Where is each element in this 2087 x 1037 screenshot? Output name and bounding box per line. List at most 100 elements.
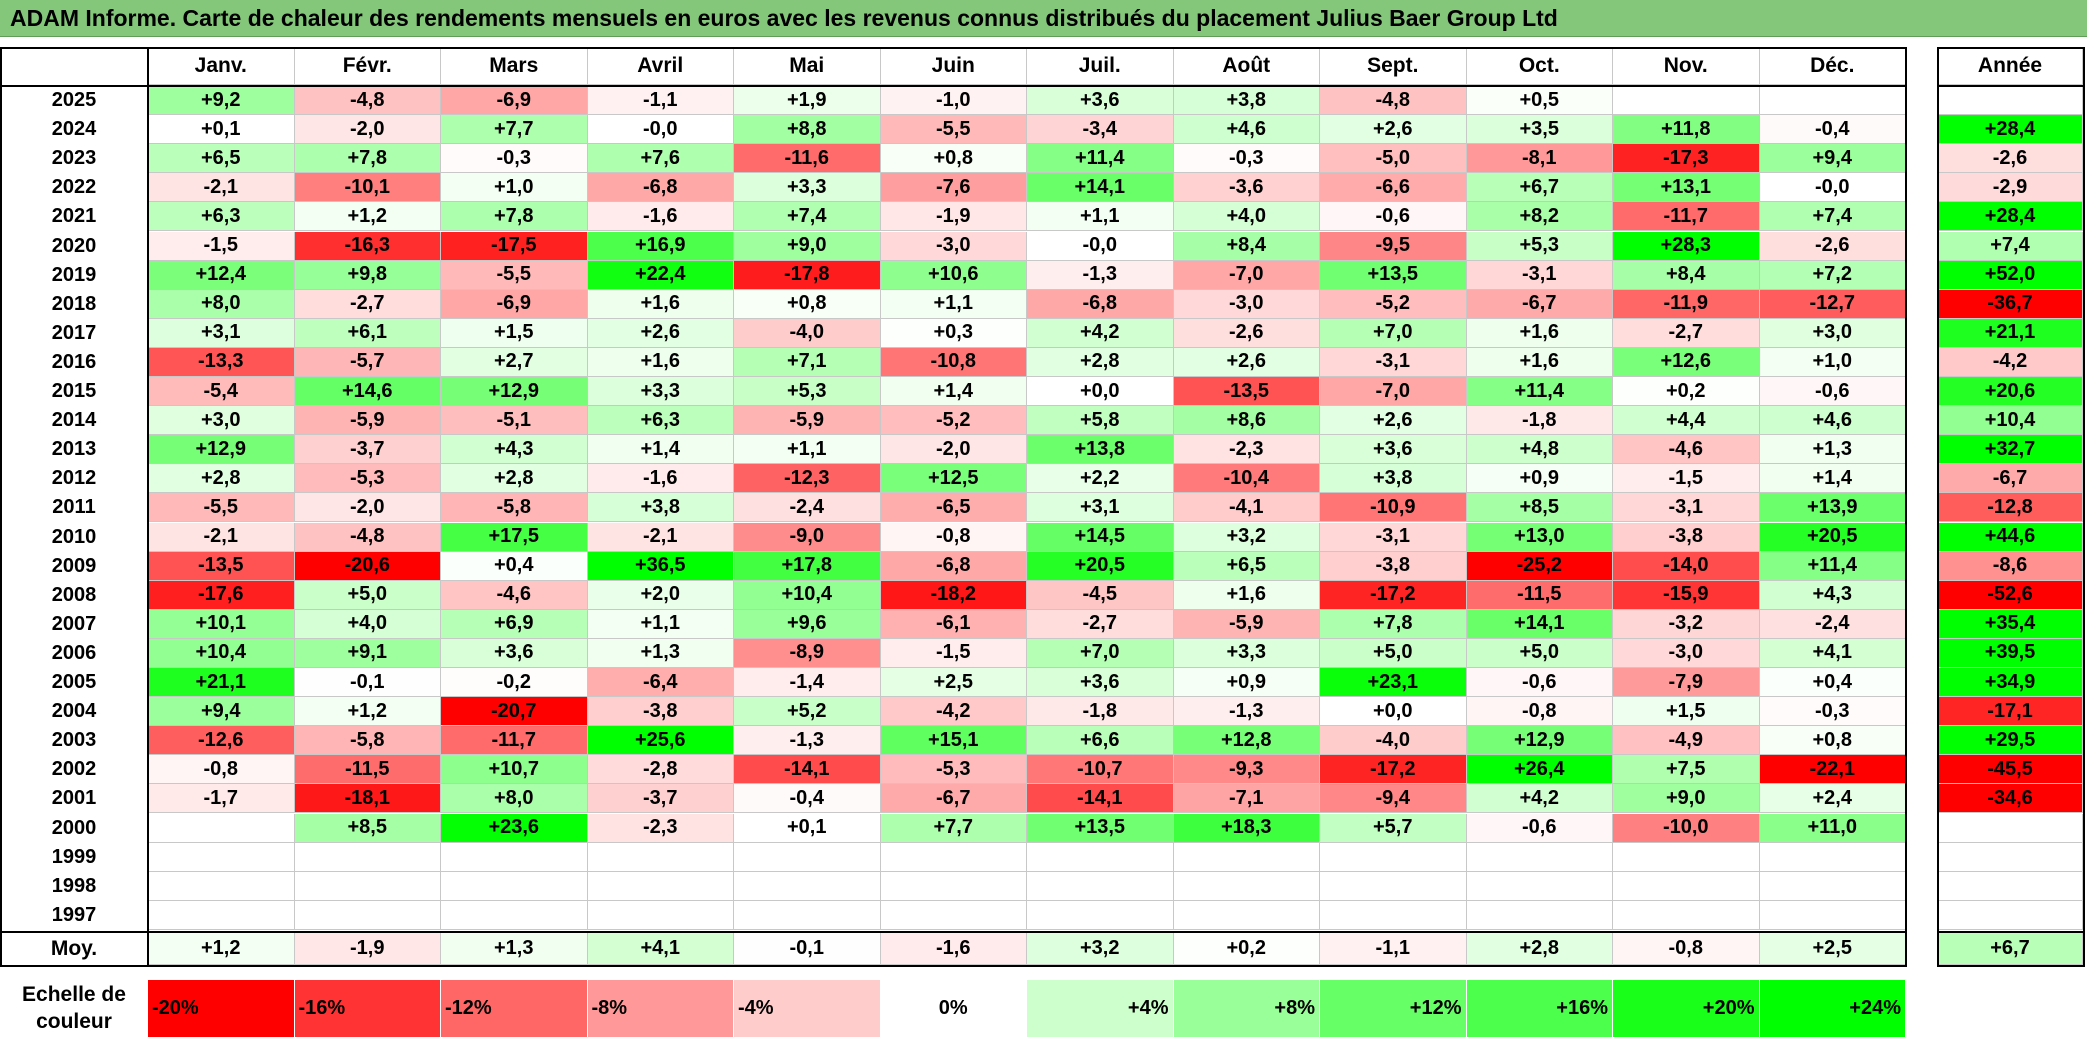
heatmap-cell <box>148 842 295 872</box>
heatmap-cell: -2,6 <box>1173 318 1320 348</box>
year-label: 2018 <box>51 292 97 315</box>
heatmap-cell: -18,2 <box>880 580 1027 610</box>
heatmap-cell: +0,8 <box>734 289 881 319</box>
heatmap-cell: +4,0 <box>1173 202 1320 232</box>
heatmap-cell <box>441 900 588 930</box>
heatmap-cell: +3,0 <box>148 406 295 436</box>
heatmap-cell: +2,8 <box>441 464 588 494</box>
heatmap-cell: -0,6 <box>1320 202 1467 232</box>
heatmap-cell <box>587 900 734 930</box>
heatmap-cell: +7,8 <box>1320 609 1467 639</box>
heatmap-cell: +8,6 <box>1173 406 1320 436</box>
heatmap-cell: -1,9 <box>880 202 1027 232</box>
heatmap-cell: -12,6 <box>148 726 295 756</box>
heatmap-cell: -9,5 <box>1320 231 1467 261</box>
header-divider <box>0 85 1907 87</box>
year-label: 2024 <box>51 118 97 141</box>
heatmap-cell: -3,0 <box>1613 638 1760 668</box>
heatmap-cell <box>1759 842 1906 872</box>
heatmap-cell: +1,5 <box>1613 697 1760 727</box>
year-label: 2002 <box>51 758 97 781</box>
heatmap-cell: +10,7 <box>441 755 588 785</box>
heatmap-cell: +12,9 <box>1466 726 1613 756</box>
annual-cell: +28,4 <box>1938 115 2083 145</box>
heatmap-cell: +0,5 <box>1466 86 1613 116</box>
annual-cell: -34,6 <box>1938 784 2083 814</box>
annual-cell: -6,7 <box>1938 464 2083 494</box>
heatmap-cell: +13,0 <box>1466 522 1613 552</box>
heatmap-cell: -0,8 <box>1466 697 1613 727</box>
color-scale-swatch: +12% <box>1320 980 1467 1037</box>
heatmap-cell: +1,1 <box>1027 202 1174 232</box>
annual-cell: +28,4 <box>1938 202 2083 232</box>
year-label: 2014 <box>51 409 97 432</box>
month-header: Sept. <box>1320 48 1467 85</box>
month-header: Avril <box>587 48 734 85</box>
heatmap-cell: +8,2 <box>1466 202 1613 232</box>
heatmap-cell: -4,0 <box>734 318 881 348</box>
month-header: Mars <box>441 48 588 85</box>
color-scale-swatch: -16% <box>294 980 441 1037</box>
heatmap-cell: -4,8 <box>1320 86 1467 116</box>
heatmap-cell: -5,0 <box>1320 144 1467 174</box>
annual-cell: -52,6 <box>1938 580 2083 610</box>
heatmap-cell: +7,8 <box>294 144 441 174</box>
heatmap-cell: +3,8 <box>587 493 734 523</box>
heatmap-cell: -7,9 <box>1613 668 1760 698</box>
heatmap-cell: +13,5 <box>1320 260 1467 290</box>
heatmap-cell <box>441 842 588 872</box>
year-label: 2001 <box>51 787 97 810</box>
heatmap-cell: -9,0 <box>734 522 881 552</box>
heatmap-cell: +0,9 <box>1466 464 1613 494</box>
color-scale-swatch: +16% <box>1466 980 1613 1037</box>
heatmap-cell: -5,8 <box>294 726 441 756</box>
heatmap-cell: -6,9 <box>441 86 588 116</box>
heatmap-cell: -0,0 <box>1027 231 1174 261</box>
heatmap-cell: +4,2 <box>1027 318 1174 348</box>
heatmap-cell: -9,4 <box>1320 784 1467 814</box>
heatmap-cell: -10,7 <box>1027 755 1174 785</box>
heatmap-cell <box>734 871 881 901</box>
heatmap-cell: -1,6 <box>587 202 734 232</box>
heatmap-cell: +4,8 <box>1466 435 1613 465</box>
heatmap-cell <box>1027 871 1174 901</box>
heatmap-cell: -10,8 <box>880 347 1027 377</box>
heatmap-cell: +0,8 <box>880 144 1027 174</box>
heatmap-cell: -6,6 <box>1320 173 1467 203</box>
heatmap-cell: +9,4 <box>1759 144 1906 174</box>
heatmap-cell: +12,8 <box>1173 726 1320 756</box>
heatmap-cell: -3,8 <box>1320 551 1467 581</box>
month-header: Juin <box>880 48 1027 85</box>
heatmap-cell: +1,0 <box>441 173 588 203</box>
heatmap-cell: -3,1 <box>1320 347 1467 377</box>
heatmap-cell: +2,4 <box>1759 784 1906 814</box>
heatmap-cell: +10,4 <box>148 638 295 668</box>
heatmap-cell: +6,5 <box>148 144 295 174</box>
heatmap-cell: -4,6 <box>1613 435 1760 465</box>
heatmap-cell: +5,2 <box>734 697 881 727</box>
heatmap-cell: -3,8 <box>587 697 734 727</box>
heatmap-cell <box>148 871 295 901</box>
heatmap-cell: -2,7 <box>1027 609 1174 639</box>
year-label: 2016 <box>51 350 97 373</box>
year-label: 2020 <box>51 234 97 257</box>
heatmap-cell <box>148 900 295 930</box>
average-divider <box>0 931 1907 933</box>
heatmap-cell <box>734 900 881 930</box>
heatmap-cell: -5,5 <box>148 493 295 523</box>
heatmap-cell: -3,2 <box>1613 609 1760 639</box>
heatmap-cell <box>1466 871 1613 901</box>
average-annual-cell: +6,7 <box>1938 933 2083 965</box>
heatmap-cell: -2,0 <box>294 493 441 523</box>
heatmap-cell: +2,5 <box>880 668 1027 698</box>
average-divider-annual <box>1937 931 2085 933</box>
heatmap-cell: -17,3 <box>1613 144 1760 174</box>
heatmap-cell <box>1466 842 1613 872</box>
heatmap-cell: -9,3 <box>1173 755 1320 785</box>
heatmap-cell: -3,1 <box>1466 260 1613 290</box>
year-label: 2007 <box>51 612 97 635</box>
heatmap-cell: -0,3 <box>441 144 588 174</box>
heatmap-cell: -6,7 <box>880 784 1027 814</box>
color-scale-swatch: +24% <box>1759 980 1906 1037</box>
heatmap-cell: +3,0 <box>1759 318 1906 348</box>
